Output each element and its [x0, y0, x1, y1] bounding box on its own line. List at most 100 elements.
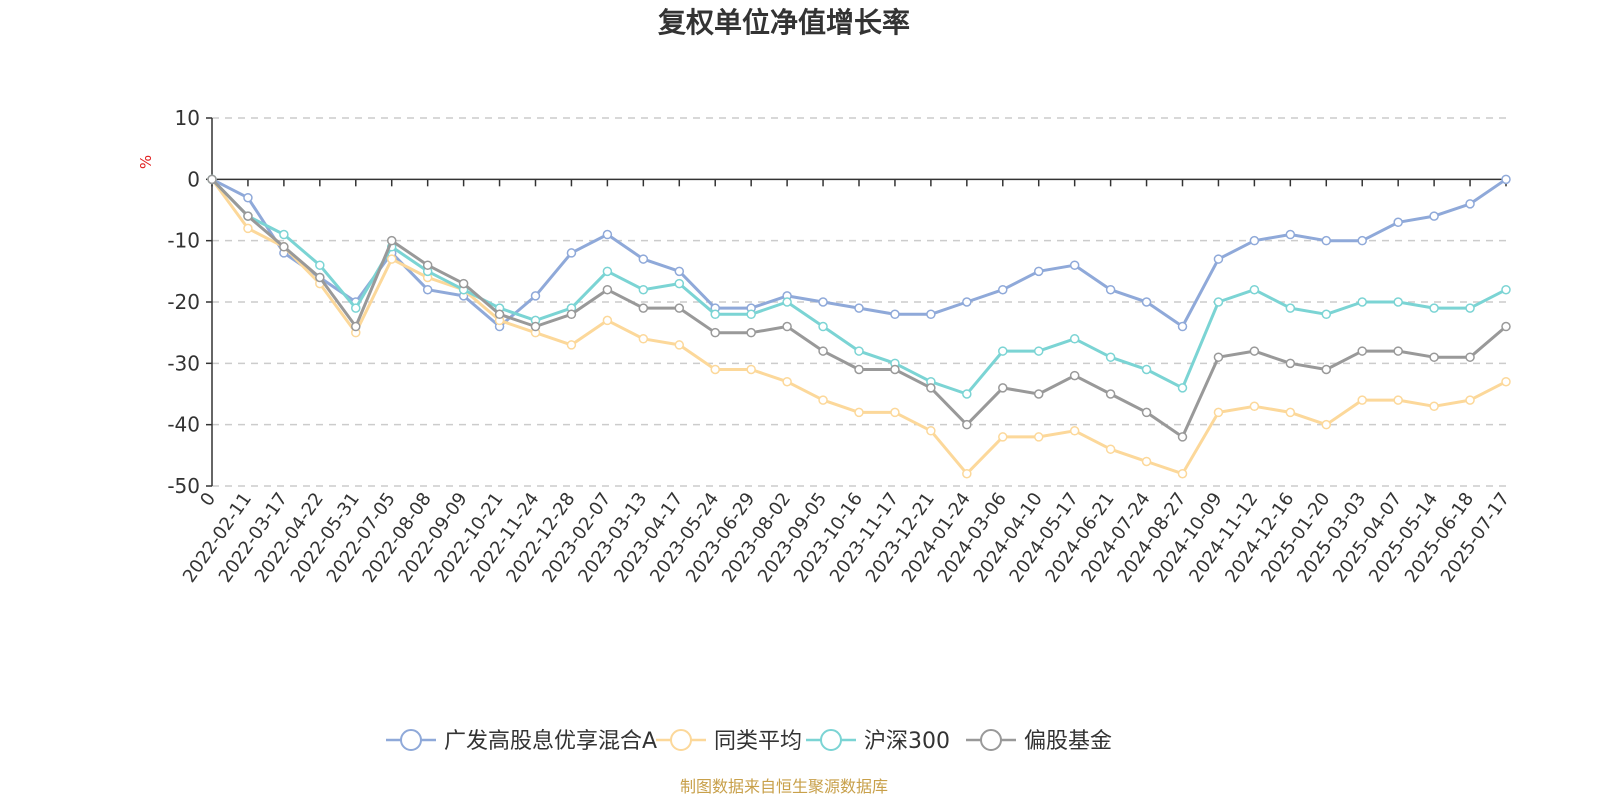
- data-point: [1321, 419, 1332, 430]
- y-tick-label: -30: [167, 351, 200, 375]
- series-3: [207, 174, 1511, 442]
- data-point: [279, 242, 289, 252]
- legend-label: 同类平均: [714, 729, 802, 754]
- data-point: [530, 291, 541, 301]
- y-tick-label: -50: [167, 474, 200, 498]
- legend-marker: [980, 729, 1002, 751]
- data-point: [710, 309, 720, 320]
- data-point: [1393, 297, 1403, 307]
- data-point: [1285, 407, 1296, 418]
- data-point: [315, 272, 325, 283]
- chart-title: 复权单位净值增长率: [658, 6, 910, 39]
- data-point: [962, 419, 972, 430]
- series-lines: [207, 174, 1511, 479]
- data-point: [1249, 401, 1260, 412]
- legend-label: 广发高股息优享混合A: [444, 729, 657, 754]
- data-point: [1465, 199, 1475, 209]
- data-point: [638, 284, 649, 295]
- data-point: [530, 321, 541, 332]
- data-point: [962, 297, 972, 307]
- data-point: [890, 364, 900, 375]
- source-note: 制图数据来自恒生聚源数据库: [680, 777, 888, 796]
- data-point: [746, 327, 756, 338]
- data-point: [962, 389, 972, 399]
- data-point: [1069, 370, 1080, 381]
- data-point: [818, 321, 828, 332]
- data-point: [674, 278, 685, 289]
- data-point: [926, 383, 936, 393]
- data-point: [386, 235, 397, 246]
- data-point: [818, 346, 828, 356]
- data-point: [818, 395, 828, 405]
- data-point: [602, 229, 613, 240]
- data-point: [1105, 284, 1116, 295]
- data-point: [638, 334, 649, 344]
- legend-marker: [670, 729, 692, 751]
- data-point: [386, 254, 397, 264]
- data-point: [494, 309, 505, 320]
- data-point: [674, 266, 685, 277]
- data-point: [1429, 401, 1439, 412]
- series-2: [207, 174, 1511, 399]
- data-point: [1213, 254, 1224, 264]
- data-point: [1393, 346, 1403, 356]
- data-point: [602, 266, 613, 277]
- data-point: [1501, 284, 1511, 295]
- data-point: [1033, 346, 1044, 356]
- data-point: [1213, 407, 1224, 418]
- data-point: [1501, 174, 1511, 185]
- series-1: [207, 174, 1511, 479]
- data-point: [782, 376, 792, 387]
- data-point: [962, 468, 972, 479]
- data-point: [1501, 376, 1511, 387]
- data-point: [1141, 364, 1152, 375]
- data-point: [1069, 334, 1080, 344]
- data-point: [674, 340, 685, 350]
- data-point: [746, 364, 756, 375]
- series-line: [210, 178, 1507, 396]
- data-point: [1069, 260, 1080, 270]
- data-point: [1285, 358, 1296, 369]
- data-point: [1177, 432, 1188, 442]
- data-point: [1393, 395, 1403, 405]
- legend-item[interactable]: 偏股基金: [966, 729, 1112, 754]
- y-tick-label: 0: [187, 167, 200, 191]
- data-point: [1429, 211, 1439, 221]
- data-point: [1177, 468, 1188, 479]
- data-point: [1357, 297, 1367, 307]
- y-tick-label: -10: [167, 229, 200, 253]
- data-point: [674, 303, 685, 313]
- data-point: [818, 297, 828, 307]
- data-point: [1105, 444, 1116, 454]
- legend-label: 偏股基金: [1024, 729, 1112, 754]
- data-point: [998, 383, 1008, 393]
- legend-label: 沪深300: [864, 729, 950, 754]
- data-point: [1249, 284, 1260, 295]
- data-point: [1141, 297, 1152, 307]
- series-0: [207, 174, 1511, 332]
- y-tick-label: -20: [167, 290, 200, 314]
- legend-item[interactable]: 同类平均: [656, 729, 802, 754]
- data-point: [854, 364, 864, 375]
- y-tick-label: 10: [175, 106, 200, 130]
- data-point: [1465, 303, 1475, 313]
- data-point: [1285, 229, 1296, 240]
- data-point: [998, 432, 1008, 442]
- data-point: [1033, 266, 1044, 277]
- data-point: [890, 407, 900, 418]
- data-point: [926, 309, 936, 320]
- data-point: [638, 303, 649, 313]
- x-tick-label: 0: [196, 489, 220, 510]
- data-point: [422, 284, 433, 295]
- data-point: [746, 309, 756, 320]
- data-point: [710, 327, 720, 338]
- y-axis-unit: %: [137, 155, 155, 169]
- legend: 广发高股息优享混合A 同类平均 沪深300 偏股基金: [386, 729, 1112, 754]
- data-point: [782, 321, 792, 332]
- data-point: [1321, 235, 1332, 246]
- data-point: [602, 315, 613, 326]
- data-point: [854, 303, 864, 313]
- legend-item[interactable]: 广发高股息优享混合A: [386, 729, 657, 754]
- legend-item[interactable]: 沪深300: [806, 729, 950, 754]
